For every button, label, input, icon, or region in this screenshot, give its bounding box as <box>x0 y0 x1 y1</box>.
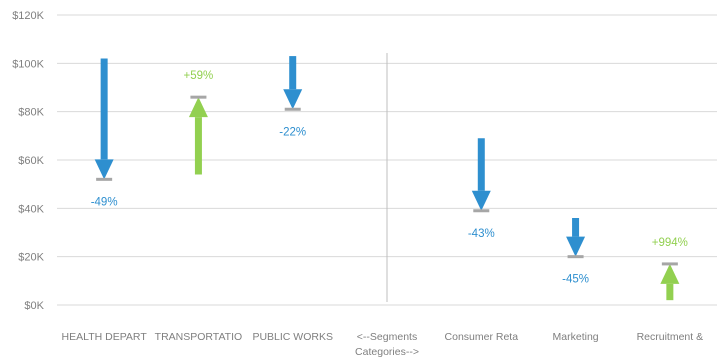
end-value-marker <box>473 209 490 213</box>
x-tick-label: HEALTH DEPART <box>62 331 148 343</box>
data-labels: -49% +59% -22% -43% -45% +994% <box>91 70 688 286</box>
x-axis-tick-labels: HEALTH DEPART TRANSPORTATIO PUBLIC WORKS <-… <box>62 331 704 357</box>
x-tick-label: PUBLIC WORKS <box>252 331 333 343</box>
arrow-head <box>188 97 208 118</box>
arrow-marks <box>94 53 680 302</box>
percent-change-label: -43% <box>468 228 495 240</box>
percent-change-label: -49% <box>91 196 118 208</box>
y-tick-label: $60K <box>18 155 44 167</box>
x-tick-label: Marketing <box>553 331 599 343</box>
y-tick-label: $120K <box>12 10 44 22</box>
arrow-head <box>94 159 114 180</box>
end-value-marker <box>567 255 584 259</box>
x-tick-label: <--Segments <box>357 331 417 343</box>
percent-change-label: -22% <box>279 126 306 138</box>
y-tick-label: $40K <box>18 203 44 215</box>
percent-change-label: -45% <box>562 274 589 286</box>
end-value-marker <box>661 262 678 266</box>
arrow-head <box>660 263 680 284</box>
y-tick-label: $20K <box>18 252 44 264</box>
arrow-shaft <box>100 58 108 160</box>
arrow-shaft <box>194 117 202 175</box>
percent-change-label: +994% <box>652 237 688 249</box>
end-value-marker <box>96 177 113 181</box>
x-tick-label-line2: Categories--> <box>355 346 419 357</box>
arrow-shaft <box>477 138 485 191</box>
y-axis-tick-labels: $0K $20K $40K $60K $80K $100K $120K <box>12 10 44 312</box>
arrow-head <box>566 236 586 257</box>
end-value-marker <box>284 107 301 111</box>
y-tick-label: $100K <box>12 58 44 70</box>
y-tick-label: $80K <box>18 107 44 119</box>
x-tick-label: Recruitment & <box>637 331 704 343</box>
arrow-shaft <box>289 56 297 90</box>
x-tick-label: TRANSPORTATIO <box>155 331 243 343</box>
arrow-head <box>283 89 303 110</box>
arrow-shaft <box>666 283 674 301</box>
x-tick-label: Consumer Reta <box>445 331 519 343</box>
arrow-head <box>471 190 491 211</box>
y-tick-label: $0K <box>24 300 44 312</box>
end-value-marker <box>190 95 207 99</box>
arrow-shaft <box>572 218 580 237</box>
percent-change-label: +59% <box>184 70 214 82</box>
